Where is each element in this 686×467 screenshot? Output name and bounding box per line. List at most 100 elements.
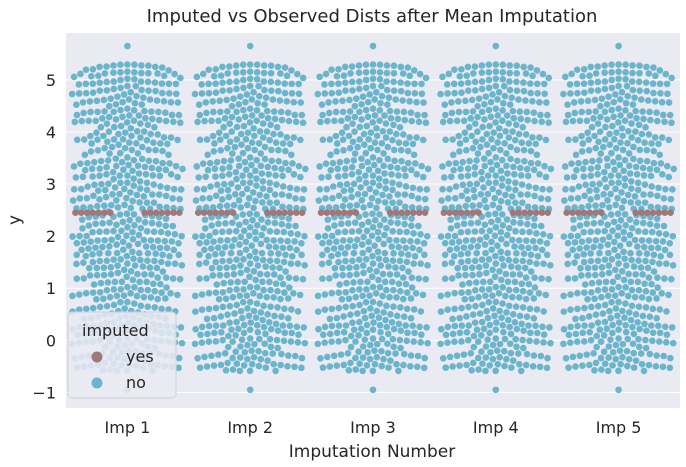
observed-point xyxy=(410,151,418,159)
imputed-point xyxy=(649,209,657,216)
observed-point xyxy=(362,211,369,218)
observed-point xyxy=(642,257,649,265)
observed-point xyxy=(125,96,133,103)
observed-point xyxy=(357,184,364,191)
observed-point xyxy=(346,96,353,104)
observed-point xyxy=(507,143,514,151)
observed-point xyxy=(297,136,304,144)
observed-point xyxy=(474,102,481,110)
observed-point xyxy=(608,298,615,306)
observed-point xyxy=(478,108,486,116)
observed-point xyxy=(499,221,507,229)
observed-point xyxy=(225,170,233,178)
observed-point xyxy=(567,90,574,97)
observed-point xyxy=(382,178,389,185)
observed-point xyxy=(325,259,333,267)
observed-point xyxy=(583,351,591,358)
observed-point xyxy=(597,242,604,250)
observed-point xyxy=(509,311,517,318)
observed-point xyxy=(515,96,522,103)
observed-point xyxy=(474,128,481,135)
observed-point xyxy=(226,63,233,70)
observed-point xyxy=(124,42,131,50)
observed-point xyxy=(376,321,384,329)
observed-point xyxy=(204,330,211,338)
observed-point xyxy=(135,249,143,257)
observed-point xyxy=(615,386,622,394)
observed-point xyxy=(483,307,490,315)
observed-point xyxy=(353,201,361,209)
observed-point xyxy=(634,278,642,286)
observed-point xyxy=(284,109,292,117)
observed-point xyxy=(506,340,514,347)
observed-point xyxy=(246,172,254,179)
observed-point xyxy=(282,147,289,155)
observed-point xyxy=(457,251,465,258)
observed-point xyxy=(374,167,382,175)
observed-point xyxy=(254,328,262,336)
observed-point xyxy=(369,260,377,267)
observed-point xyxy=(615,223,622,231)
observed-point xyxy=(80,275,88,282)
observed-point xyxy=(500,82,508,90)
observed-point xyxy=(261,340,268,347)
observed-point xyxy=(632,357,640,364)
observed-point xyxy=(225,332,232,340)
observed-point xyxy=(629,86,637,94)
observed-point xyxy=(492,105,500,113)
observed-point xyxy=(455,204,463,211)
observed-point xyxy=(293,185,301,193)
observed-point xyxy=(401,220,408,228)
observed-point xyxy=(343,180,351,188)
observed-point xyxy=(206,232,213,240)
observed-point xyxy=(366,266,374,274)
observed-point xyxy=(248,360,256,368)
observed-point xyxy=(127,125,135,132)
observed-point xyxy=(93,264,101,272)
observed-point xyxy=(166,160,173,167)
observed-point xyxy=(291,352,299,360)
observed-point xyxy=(171,231,179,238)
observed-point xyxy=(352,338,359,345)
imputed-point xyxy=(538,209,546,216)
observed-point xyxy=(332,132,340,140)
observed-point xyxy=(417,231,424,238)
observed-point xyxy=(198,90,206,97)
observed-point xyxy=(269,350,277,357)
observed-point xyxy=(107,95,115,102)
observed-point xyxy=(319,239,326,247)
observed-point xyxy=(365,246,373,254)
observed-point xyxy=(661,323,669,331)
observed-point xyxy=(70,73,78,81)
observed-point xyxy=(383,302,390,310)
observed-point xyxy=(250,125,257,132)
observed-point xyxy=(82,89,90,97)
observed-point xyxy=(652,237,660,245)
observed-point xyxy=(587,257,595,265)
observed-point xyxy=(149,115,156,123)
observed-point xyxy=(404,64,412,71)
observed-point xyxy=(578,204,585,211)
observed-point xyxy=(152,157,160,165)
observed-point xyxy=(315,325,322,333)
observed-point xyxy=(199,70,207,78)
observed-point xyxy=(587,336,595,344)
observed-point xyxy=(271,219,279,227)
observed-point xyxy=(594,78,602,86)
observed-point xyxy=(272,139,280,147)
observed-point xyxy=(450,166,457,174)
observed-point xyxy=(643,157,651,165)
observed-point xyxy=(134,270,141,278)
observed-point xyxy=(363,329,371,337)
observed-point xyxy=(635,257,642,265)
observed-point xyxy=(214,244,222,251)
observed-point xyxy=(355,332,362,339)
observed-point xyxy=(517,191,524,198)
observed-point xyxy=(349,302,356,310)
observed-point xyxy=(131,262,139,269)
observed-point xyxy=(578,272,585,279)
observed-point xyxy=(625,127,632,135)
observed-point xyxy=(143,278,150,286)
observed-point xyxy=(447,225,455,232)
observed-point xyxy=(178,232,185,240)
